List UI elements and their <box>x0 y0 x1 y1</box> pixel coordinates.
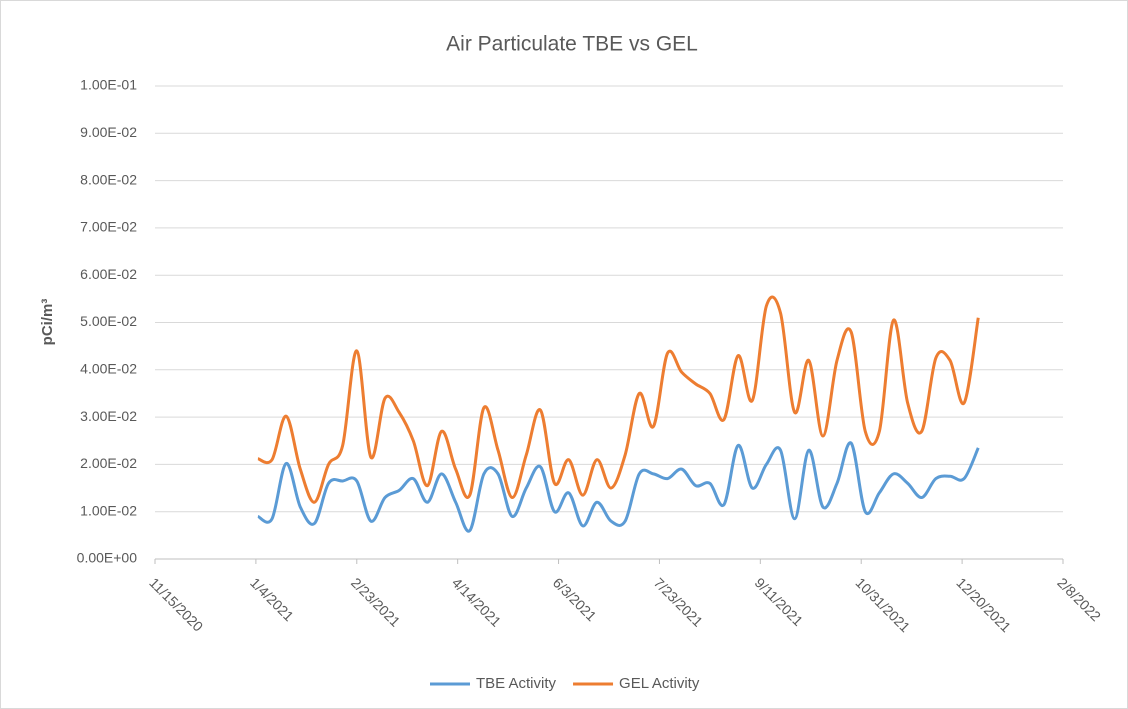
y-tick-label: 0.00E+00 <box>77 550 138 566</box>
y-tick-label: 6.00E-02 <box>80 266 137 282</box>
data-line <box>257 295 980 504</box>
legend-label: GEL Activity <box>619 675 700 692</box>
y-tick-label: 8.00E-02 <box>80 171 137 187</box>
y-tick-label: 2.00E-02 <box>80 455 137 471</box>
y-tick-label: 1.00E-02 <box>80 502 137 518</box>
data-line <box>257 441 980 533</box>
y-tick-label: 7.00E-02 <box>80 219 137 235</box>
y-tick-label: 1.00E-01 <box>80 77 137 93</box>
y-tick-label: 4.00E-02 <box>80 361 137 377</box>
y-tick-label: 5.00E-02 <box>80 313 137 329</box>
y-tick-label: 9.00E-02 <box>80 124 137 140</box>
y-axis-label: pCi/m³ <box>39 299 56 346</box>
legend-label: TBE Activity <box>476 675 557 692</box>
chart-title: Air Particulate TBE vs GEL <box>446 33 698 56</box>
y-tick-label: 3.00E-02 <box>80 408 137 424</box>
